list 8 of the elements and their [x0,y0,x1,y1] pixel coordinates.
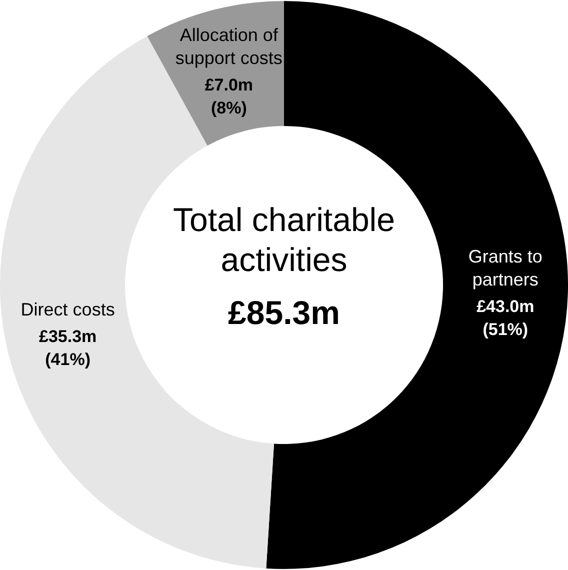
data-label: £35.3m (41%) [38,327,97,370]
data-label: £43.0m (51%) [476,297,534,340]
data-label: £7.0m (8%) [204,76,254,118]
slice-label: Grants to partners [468,246,542,290]
slice-label: Allocation of support costs [175,24,282,68]
text: £85.3m [227,294,341,332]
slice-label: Direct costs [20,299,115,320]
text: Total charitable activities [172,200,396,280]
